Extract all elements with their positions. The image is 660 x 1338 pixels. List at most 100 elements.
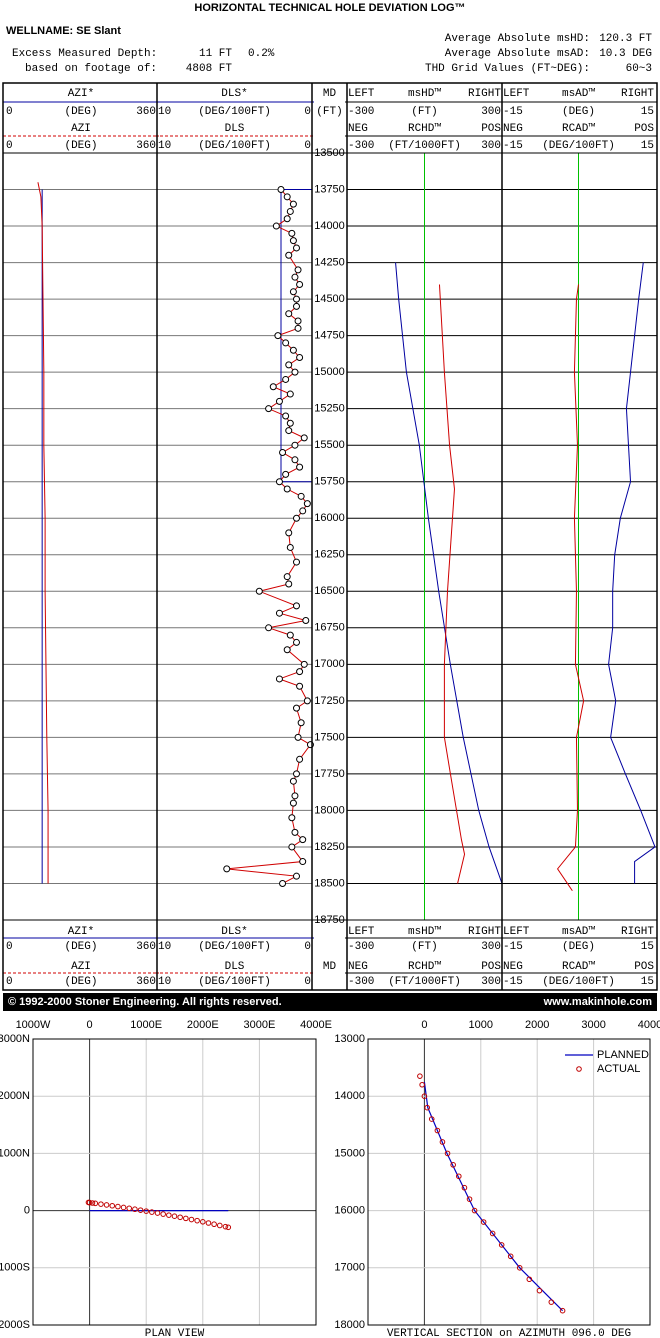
survey-marker [289,200,297,208]
axis-unit: (DEG/100FT) [198,140,271,152]
y-tick-label: 17000 [334,1262,365,1274]
axis-limit: 360 [136,941,156,953]
actual-point [166,1212,172,1218]
survey-marker [285,580,293,588]
axis-limit: 10 [158,941,171,953]
y-tick-label: 0 [24,1205,30,1217]
series-name: RCHD™ [408,961,441,973]
actual-point [225,1224,232,1231]
survey-marker [293,638,300,646]
survey-marker [285,427,293,435]
axis-limit: -15 [503,140,523,152]
series-name: DLS* [221,926,247,938]
survey-marker [283,215,291,223]
survey-marker [299,836,307,844]
actual-point [434,1127,441,1134]
survey-marker [272,222,280,230]
x-tick-label: 4000 [638,1019,660,1031]
survey-marker [279,448,287,456]
plot-area [368,1039,650,1325]
survey-marker [291,368,299,376]
axis-limit: -15 [503,941,523,953]
chart-title: VERTICAL SECTION on AZIMUTH 096.0 DEG [387,1328,631,1338]
curve [556,284,585,892]
side-label: LEFT [348,88,375,100]
side-label: RIGHT [468,88,501,100]
y-tick-label: 3000N [0,1033,30,1045]
actual-point [120,1204,127,1211]
md-tick-label: 14500 [314,293,345,305]
legend-label: PLANNED [597,1049,649,1061]
curve [608,262,656,884]
actual-point [471,1207,478,1214]
md-tick-label: 16750 [314,622,345,634]
side-label: RIGHT [621,88,654,100]
axis-limit: -300 [348,941,374,953]
plot-border [367,1038,651,1326]
actual-point [526,1276,533,1283]
legend-label: ACTUAL [597,1063,640,1075]
survey-marker [223,865,231,873]
series-name: msAD™ [562,926,595,938]
actual-point [205,1220,212,1226]
series-name: DLS [225,961,245,973]
survey-marker [291,792,299,800]
survey-marker [255,587,263,595]
survey-marker [293,872,300,880]
survey-marker [275,397,283,405]
survey-marker [277,186,285,194]
axis-limit: 0 [6,976,13,988]
info-value: 120.3 FT [599,33,652,45]
survey-marker [288,843,296,851]
axis-unit: (DEG/100FT) [198,976,271,988]
series-name: AZI* [68,926,94,938]
x-tick-label: 1000 [469,1019,493,1031]
survey-marker [286,543,294,551]
actual-point [421,1093,428,1099]
survey-marker [300,660,308,668]
x-tick-label: 2000 [525,1019,549,1031]
axis-limit: 15 [641,106,654,118]
axis-limit: 15 [641,941,654,953]
md-tick-label: 15250 [314,403,345,415]
survey-marker [293,302,300,310]
survey-marker [294,324,302,332]
md-tick-label: 16250 [314,549,345,561]
survey-marker [299,507,307,515]
md-label: MD [323,961,337,973]
md-tick-label: 17000 [314,658,345,670]
actual-point [183,1215,189,1222]
axis-unit: (DEG/100FT) [198,106,271,118]
survey-marker [282,375,290,383]
actual-point [559,1307,566,1314]
info-label: THD Grid Values (FT~DEG): [425,63,590,75]
survey-marker [286,207,294,215]
axis-unit: (FT) [411,941,437,953]
survey-marker [296,280,304,288]
curve [438,284,466,884]
survey-marker [293,244,300,252]
md-tick-label: 16500 [314,585,345,597]
survey-marker [293,770,300,778]
survey-marker [285,251,293,259]
curve [395,262,503,884]
md-unit: (FT) [316,106,342,118]
axis-limit: 10 [158,140,171,152]
survey-marker [291,273,299,281]
actual-point [143,1208,149,1214]
survey-marker [291,456,299,464]
actual-point [466,1196,473,1202]
axis-limit: 0 [304,106,311,118]
survey-marker [288,229,296,237]
legend-swatch [576,1066,582,1072]
survey-marker [282,470,290,478]
actual-point [154,1210,161,1216]
survey-marker [294,317,302,325]
md-tick-label: 14250 [314,256,345,268]
actual-point [211,1221,217,1228]
survey-marker [285,529,293,537]
axis-limit: 10 [158,976,171,988]
md-tick-label: 14000 [314,220,345,232]
y-tick-label: 16000 [334,1205,365,1217]
actual-point [149,1209,155,1215]
